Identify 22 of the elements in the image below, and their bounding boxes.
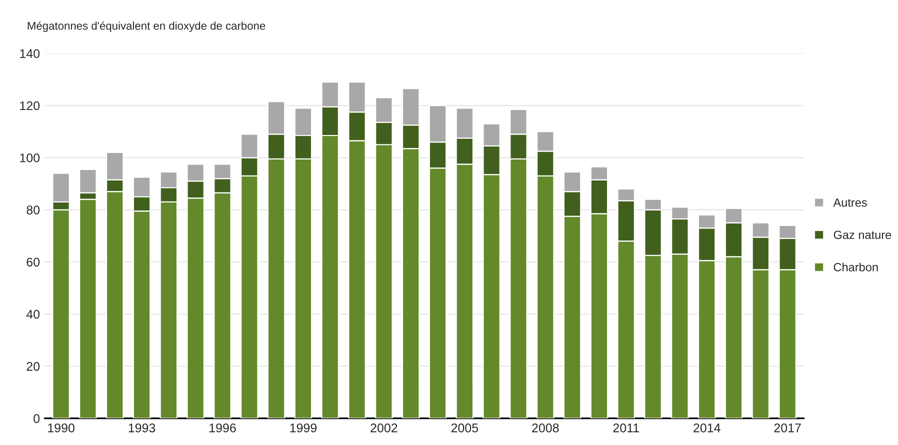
y-tick-label: 100 (20, 153, 40, 162)
legend-label: Charbon (834, 262, 878, 272)
x-tick-label: 1990 (48, 423, 74, 432)
x-tick-label: 1999 (290, 423, 317, 432)
y-tick-label: 20 (26, 362, 40, 371)
y-tick-label: 80 (26, 206, 40, 214)
y-tick-label: 0 (34, 414, 40, 423)
x-tick-label: 2008 (532, 423, 559, 432)
x-tick-label: 2005 (451, 423, 478, 432)
x-tick-label: 2014 (694, 423, 720, 432)
legend-label: Gaz nature (834, 230, 892, 240)
y-axis-title: Mégatonnes d'équivalent en dioxyde de carbone (28, 21, 266, 32)
legend-label: Autres (833, 198, 867, 207)
x-tick-label: 2017 (774, 423, 801, 432)
x-tick-label: 2002 (370, 423, 398, 432)
y-tick-label: 60 (26, 258, 40, 267)
y-tick-label: 120 (20, 101, 40, 110)
y-tick-label: 140 (20, 49, 40, 58)
x-tick-label: 1996 (210, 423, 236, 432)
y-tick-label: 40 (26, 310, 40, 319)
x-tick-label: 1993 (128, 423, 156, 432)
x-tick-label: 2011 (613, 423, 639, 432)
